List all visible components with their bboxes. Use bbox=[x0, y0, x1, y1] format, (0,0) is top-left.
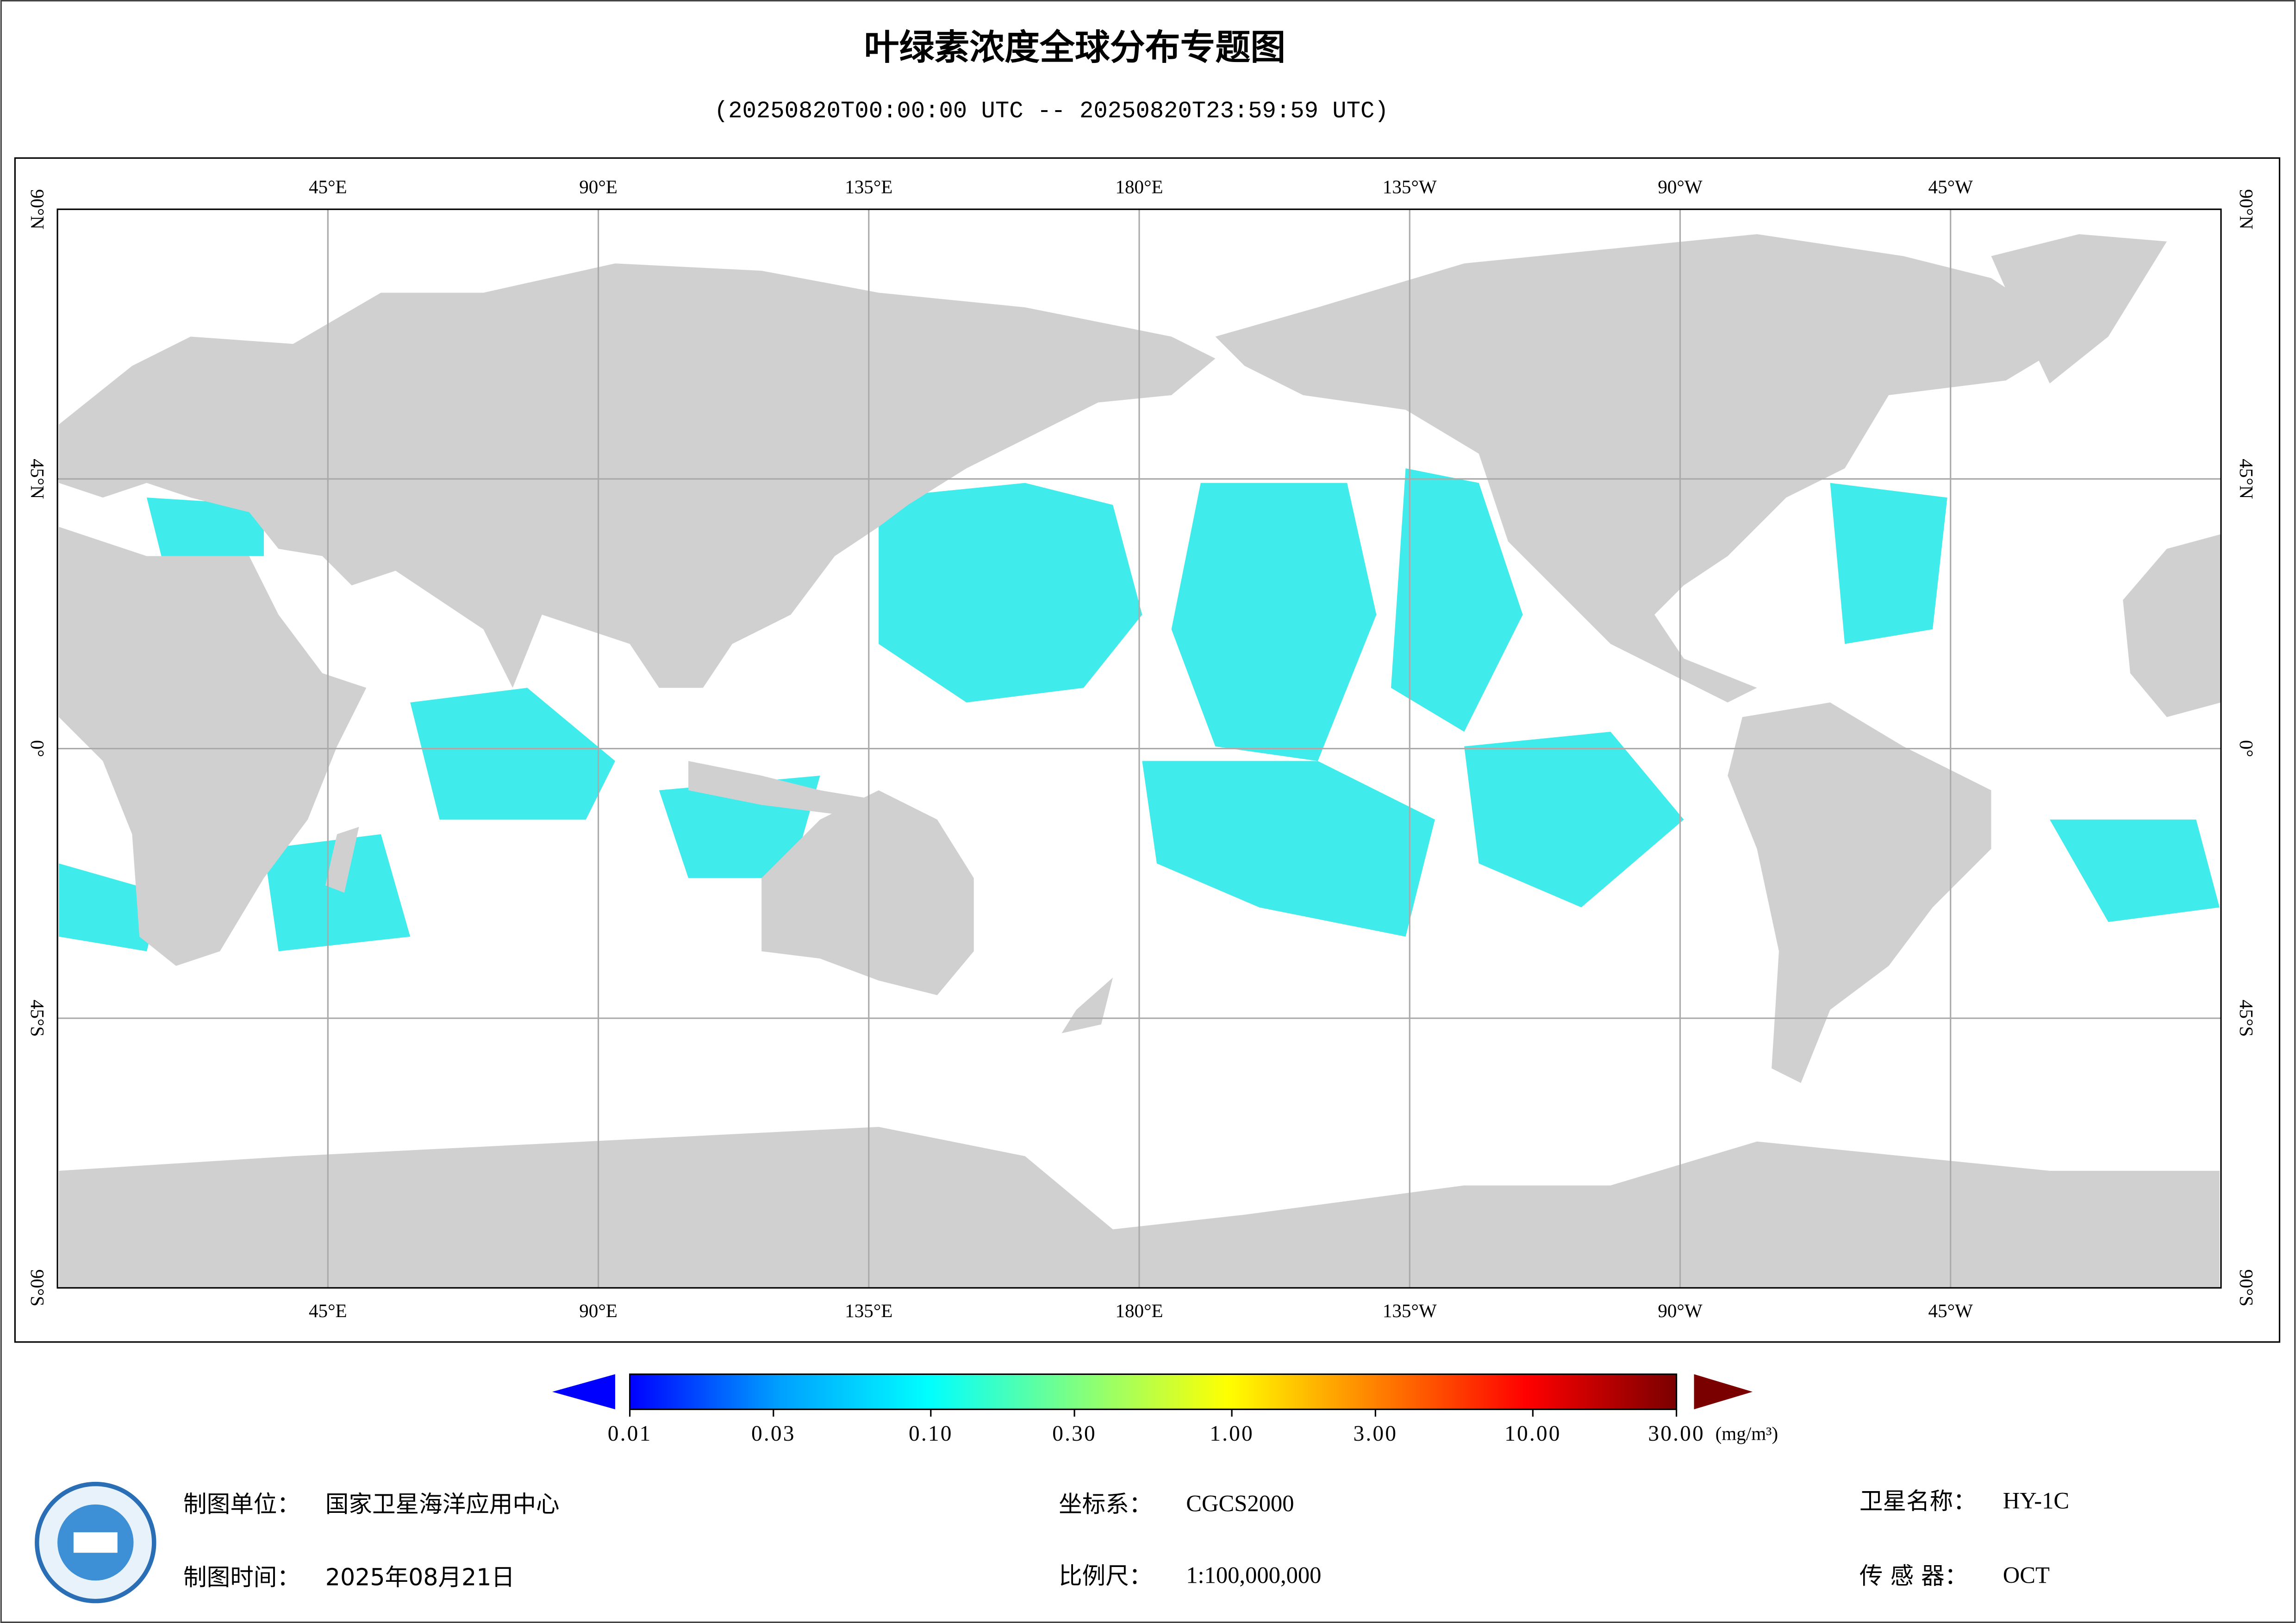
sensor-label: 传 感 器： bbox=[1859, 1562, 1968, 1589]
colorbar-tick-label: 3.00 bbox=[1354, 1422, 1398, 1446]
colorbar-bar bbox=[629, 1373, 1678, 1410]
satellite-label: 卫星名称： bbox=[1859, 1487, 1977, 1515]
lat-label-right: 45°N bbox=[2236, 459, 2257, 499]
date-label: 制图时间： bbox=[183, 1564, 300, 1591]
chlorophyll-coverage bbox=[59, 468, 2220, 951]
date: 2025年08月21日 bbox=[325, 1564, 515, 1591]
lon-label-top: 45°E bbox=[309, 176, 347, 197]
colorbar-tick-label: 10.00 bbox=[1504, 1422, 1561, 1446]
lon-label-bottom: 180°E bbox=[1115, 1300, 1163, 1321]
colorbar-tick-label: 30.00 bbox=[1648, 1422, 1705, 1446]
scale: 1:100,000,000 bbox=[1186, 1562, 1321, 1588]
org-label: 制图单位： bbox=[183, 1491, 300, 1518]
lon-label-bottom: 135°E bbox=[845, 1300, 892, 1321]
lon-label-bottom: 45°W bbox=[1928, 1300, 1973, 1321]
lat-label-right: 45°S bbox=[2236, 1000, 2257, 1037]
lon-label-top: 90°E bbox=[579, 176, 618, 197]
lat-label-right: 90°S bbox=[2236, 1269, 2257, 1306]
crs: CGCS2000 bbox=[1186, 1491, 1294, 1517]
lon-label-bottom: 90°E bbox=[579, 1300, 618, 1321]
lon-label-bottom: 135°W bbox=[1383, 1300, 1437, 1321]
colorbar-tick-label: 0.01 bbox=[608, 1422, 652, 1446]
colorbar-tick-label: 0.30 bbox=[1052, 1422, 1097, 1446]
colorbar-high-arrow bbox=[1694, 1374, 1753, 1410]
colorbar-tick-label: 0.10 bbox=[909, 1422, 953, 1446]
map bbox=[56, 208, 2222, 1289]
lon-label-top: 45°W bbox=[1928, 176, 1973, 197]
colorbar-low-arrow bbox=[552, 1374, 615, 1410]
colorbar: (mg/m³) 0.01 0.03 0.10 0.30 1.00 3.00 10.00 30.… bbox=[552, 1373, 1778, 1446]
lon-label-top: 180°E bbox=[1115, 176, 1163, 197]
lat-label-left: 90°S bbox=[27, 1269, 48, 1306]
lon-label-top: 135°E bbox=[845, 176, 892, 197]
satellite: HY-1C bbox=[2003, 1487, 2069, 1513]
colorbar-tick-label: 0.03 bbox=[751, 1422, 796, 1446]
lat-label-right: 0° bbox=[2236, 740, 2257, 757]
map-frame bbox=[14, 157, 2281, 1343]
sensor: OCT bbox=[2003, 1562, 2050, 1588]
subtitle: (20250820T00:00:00 UTC -- 20250820T23:59… bbox=[714, 99, 1389, 125]
lon-label-top: 135°W bbox=[1383, 176, 1437, 197]
title: 叶绿素浓度全球分布专题图 bbox=[864, 27, 1286, 68]
colorbar-tick-label: 1.00 bbox=[1210, 1422, 1254, 1446]
lon-label-bottom: 45°E bbox=[309, 1300, 347, 1321]
lat-label-left: 45°S bbox=[27, 1000, 48, 1037]
logo bbox=[35, 1481, 156, 1604]
lon-label-top: 90°W bbox=[1658, 176, 1703, 197]
org: 国家卫星海洋应用中心 bbox=[325, 1491, 560, 1518]
crs-label: 坐标系： bbox=[1059, 1491, 1152, 1518]
lon-label-bottom: 90°W bbox=[1658, 1300, 1703, 1321]
lat-label-left: 90°N bbox=[27, 189, 48, 230]
lat-label-right: 90°N bbox=[2236, 189, 2257, 230]
lat-label-left: 45°N bbox=[27, 459, 48, 499]
scale-label: 比例尺： bbox=[1059, 1562, 1152, 1589]
map-border bbox=[56, 208, 2222, 1289]
colorbar-unit: (mg/m³) bbox=[1716, 1423, 1778, 1445]
land bbox=[59, 234, 2221, 1288]
lat-label-left: 0° bbox=[27, 740, 48, 757]
